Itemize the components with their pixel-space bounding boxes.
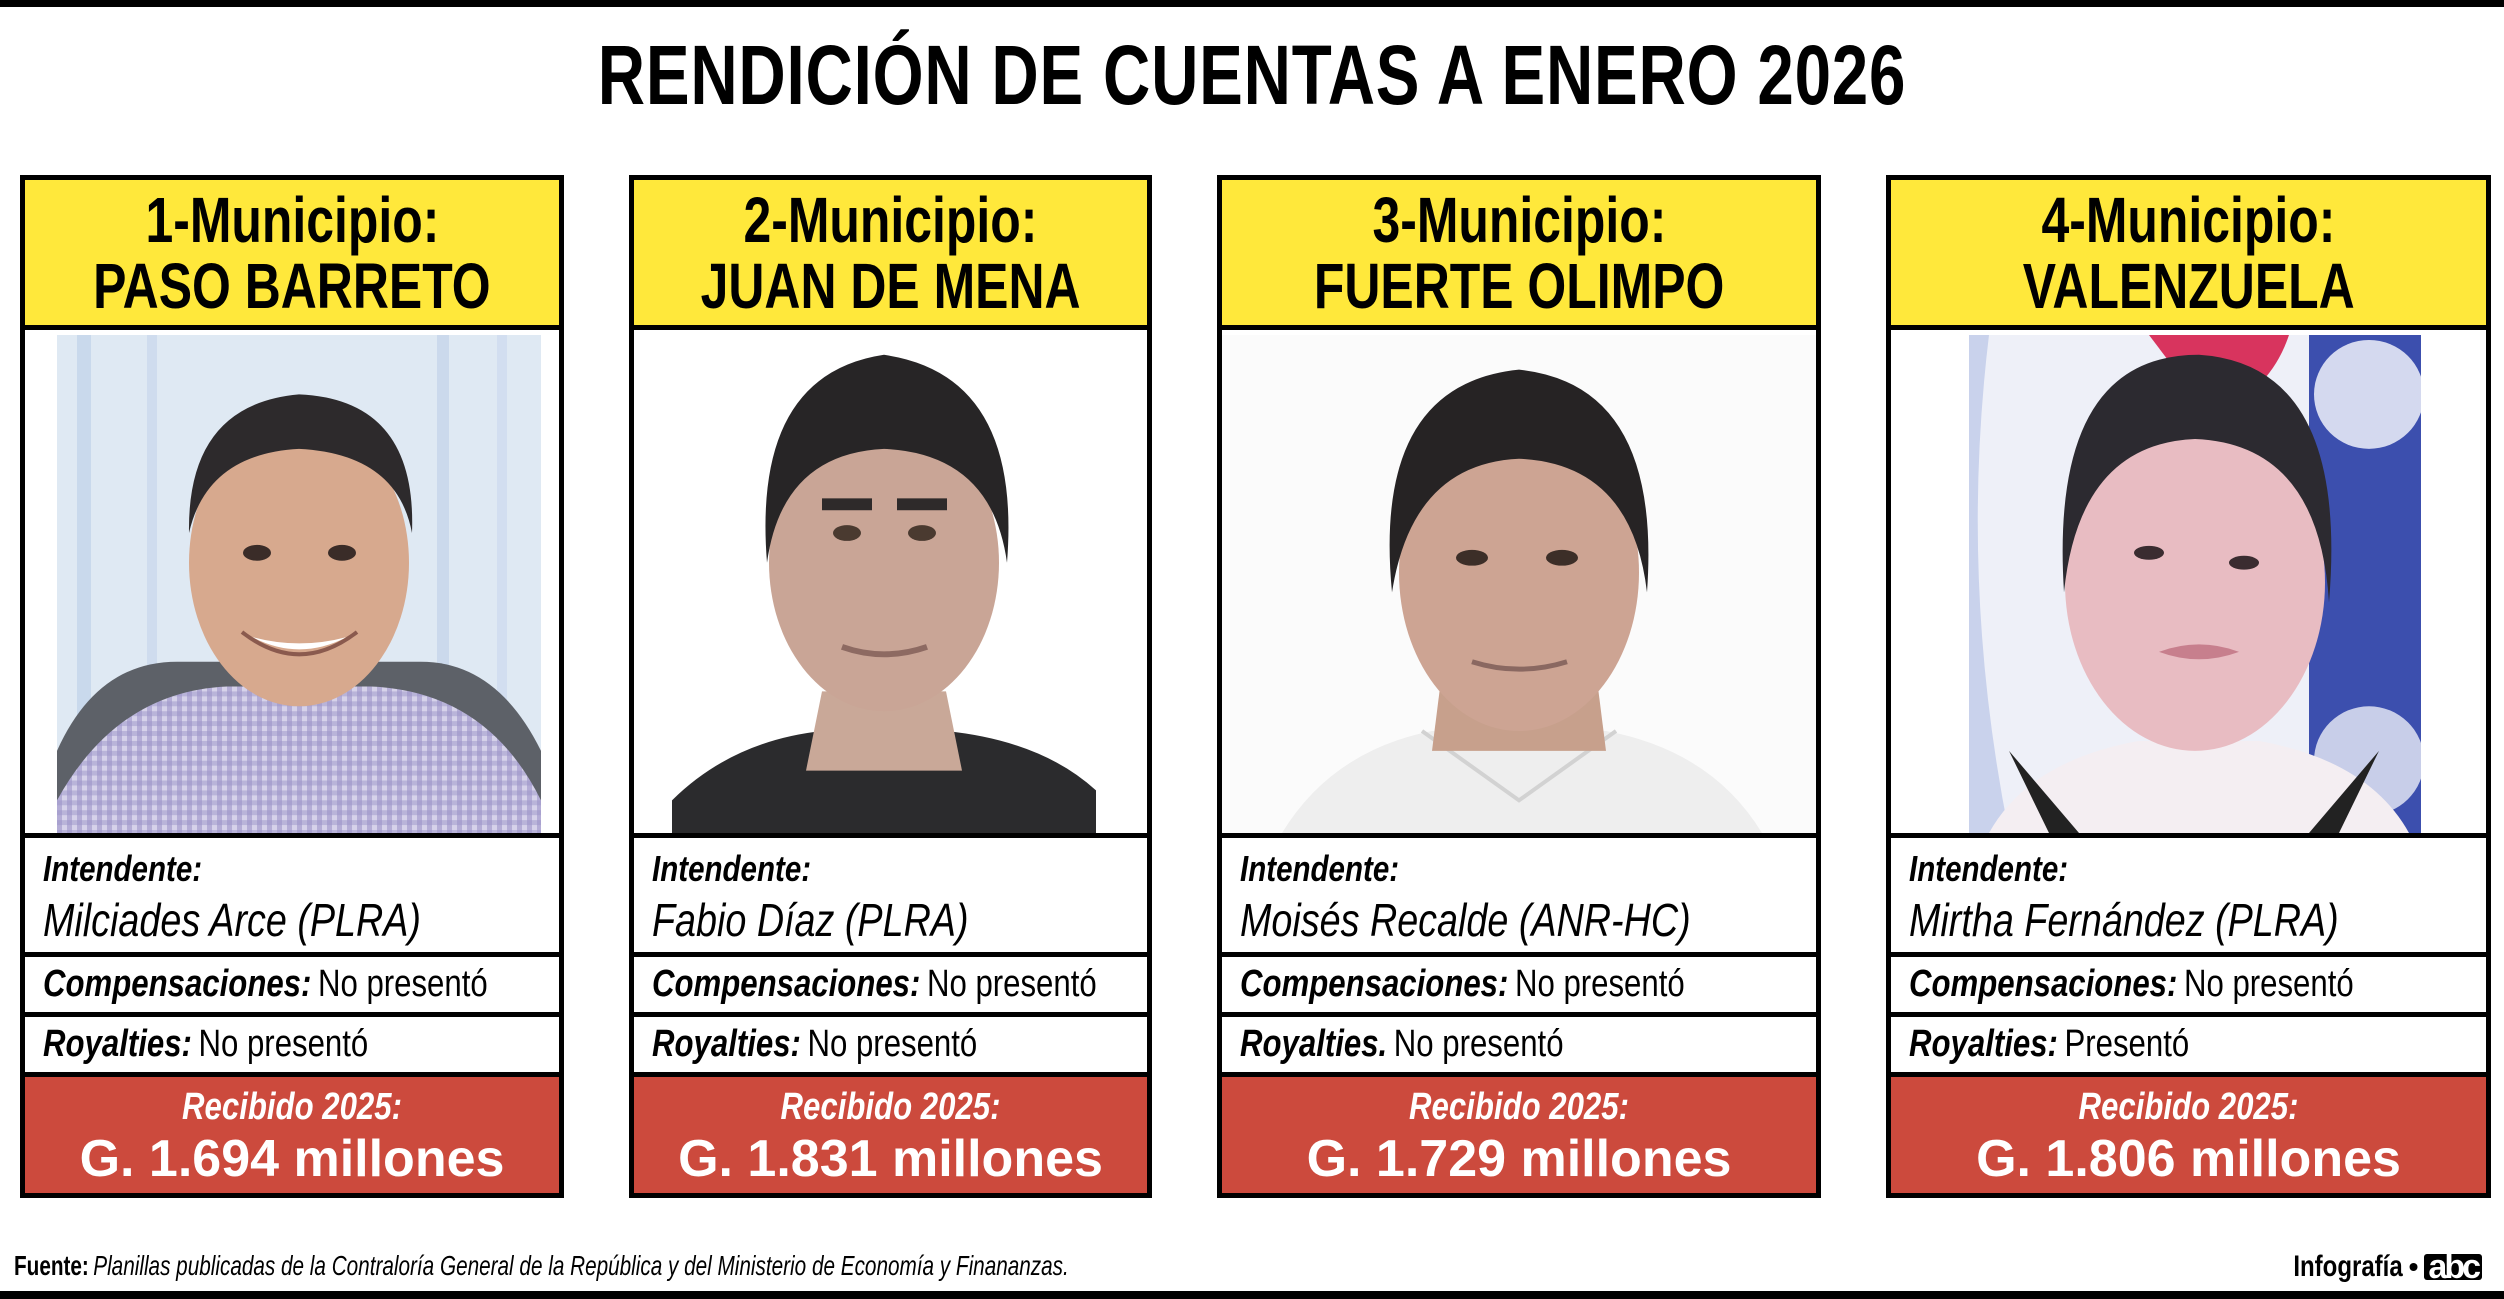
municipio-number-label: 2-Municipio: — [743, 183, 1038, 256]
compensaciones-label: Compensaciones: — [1240, 963, 1509, 1005]
intendente-name: Milciades Arce (PLRA) — [43, 894, 421, 946]
royalties-value: No presentó — [198, 1023, 369, 1065]
compensaciones-value: No presentó — [317, 963, 488, 1005]
received-amount: G. 1.831 millones — [678, 1130, 1103, 1188]
source-text: Planillas publicadas de la Contraloría G… — [93, 1250, 1069, 1281]
royalties-label: Royalties: — [1909, 1023, 2058, 1065]
intendente-section: Intendente: Milciades Arce (PLRA) — [25, 838, 559, 957]
compensaciones-row: Compensaciones: No presentó — [25, 957, 559, 1017]
compensaciones-label: Compensaciones: — [43, 963, 312, 1005]
portrait-man-checkered-shirt-icon — [57, 335, 541, 833]
royalties-label: Royalties. — [1240, 1023, 1388, 1065]
credit-text: Infografía — [2293, 1250, 2403, 1283]
compensaciones-value: No presentó — [2183, 963, 2354, 1005]
source-note: Fuente: Planillas publicadas de la Contra… — [14, 1250, 1069, 1282]
card-header: 3-Municipio: FUERTE OLIMPO — [1222, 180, 1816, 330]
intendente-section: Intendente: Fabio Díaz (PLRA) — [634, 838, 1147, 957]
royalties-label: Royalties: — [652, 1023, 801, 1065]
received-amount-box: Recibido 2025: G. 1.806 millones — [1891, 1077, 2486, 1193]
intendente-label: Intendente: — [1240, 848, 1400, 889]
received-amount: G. 1.694 millones — [79, 1130, 505, 1188]
abc-logo-icon: abc — [2424, 1250, 2482, 1284]
intendente-section: Intendente: Mirtha Fernández (PLRA) — [1891, 838, 2486, 957]
municipio-name: JUAN DE MENA — [700, 249, 1081, 322]
portrait-man-white-shirt-icon — [1222, 335, 1816, 833]
municipio-card-fuerte-olimpo: 3-Municipio: FUERTE OLIMPO Intendente: M… — [1217, 175, 1821, 1198]
intendente-name: Fabio Díaz (PLRA) — [652, 894, 969, 946]
municipio-card-juan-de-mena: 2-Municipio: JUAN DE MENA Intendente: Fa… — [629, 175, 1152, 1198]
bullet-separator-icon: • — [2408, 1251, 2419, 1282]
credit: Infografía • abc — [2266, 1250, 2482, 1284]
card-header: 4-Municipio: VALENZUELA — [1891, 180, 2486, 330]
compensaciones-row: Compensaciones: No presentó — [1222, 957, 1816, 1017]
intendente-name: Moisés Recalde (ANR-HC) — [1240, 894, 1691, 946]
received-amount-box: Recibido 2025: G. 1.831 millones — [634, 1077, 1147, 1193]
intendente-label: Intendente: — [1909, 848, 2069, 889]
received-label: Recibido 2025: — [780, 1086, 1001, 1128]
municipio-card-valenzuela: 4-Municipio: VALENZUELA Intendente: Mirt… — [1886, 175, 2491, 1198]
intendente-photo — [1891, 335, 2486, 838]
compensaciones-row: Compensaciones: No presentó — [1891, 957, 2486, 1017]
received-amount: G. 1.729 millones — [1306, 1130, 1732, 1188]
intendente-photo — [634, 335, 1147, 838]
card-header: 1-Municipio: PASO BARRETO — [25, 180, 559, 330]
bottom-rule — [0, 1291, 2504, 1299]
source-label: Fuente: — [14, 1250, 89, 1281]
royalties-value: No presentó — [807, 1023, 978, 1065]
received-label: Recibido 2025: — [1409, 1086, 1629, 1128]
municipio-name: PASO BARRETO — [93, 249, 491, 322]
compensaciones-label: Compensaciones: — [1909, 963, 2178, 1005]
compensaciones-value: No presentó — [1514, 963, 1685, 1005]
royalties-row: Royalties: Presentó — [1891, 1017, 2486, 1077]
intendente-section: Intendente: Moisés Recalde (ANR-HC) — [1222, 838, 1816, 957]
logo-text: abc — [2428, 1248, 2481, 1286]
page-title: RENDICIÓN DE CUENTAS A ENERO 2026 — [597, 28, 1907, 122]
municipio-number-label: 3-Municipio: — [1372, 183, 1666, 256]
municipio-card-paso-barreto: 1-Municipio: PASO BARRETO — [20, 175, 564, 1198]
compensaciones-label: Compensaciones: — [652, 963, 921, 1005]
municipio-name: FUERTE OLIMPO — [1313, 249, 1725, 322]
intendente-label: Intendente: — [652, 848, 812, 889]
portrait-man-dark-shirt-icon — [672, 335, 1096, 833]
received-label: Recibido 2025: — [182, 1086, 402, 1128]
received-label: Recibido 2025: — [2078, 1086, 2299, 1128]
royalties-value: No presentó — [1393, 1023, 1564, 1065]
compensaciones-row: Compensaciones: No presentó — [634, 957, 1147, 1017]
royalties-row: Royalties: No presentó — [25, 1017, 559, 1077]
received-amount-box: Recibido 2025: G. 1.729 millones — [1222, 1077, 1816, 1193]
received-amount-box: Recibido 2025: G. 1.694 millones — [25, 1077, 559, 1193]
received-amount: G. 1.806 millones — [1976, 1130, 2401, 1188]
intendente-photo — [1222, 335, 1816, 838]
intendente-label: Intendente: — [43, 848, 203, 889]
royalties-row: Royalties. No presentó — [1222, 1017, 1816, 1077]
intendente-name: Mirtha Fernández (PLRA) — [1909, 894, 2339, 946]
royalties-label: Royalties: — [43, 1023, 192, 1065]
royalties-value: Presentó — [2064, 1023, 2190, 1065]
top-rule — [0, 0, 2504, 7]
intendente-photo — [25, 335, 559, 838]
royalties-row: Royalties: No presentó — [634, 1017, 1147, 1077]
portrait-woman-flag-background-icon — [1969, 335, 2421, 833]
municipio-number-label: 4-Municipio: — [2041, 183, 2336, 256]
municipio-number-label: 1-Municipio: — [145, 183, 439, 256]
municipio-name: VALENZUELA — [2022, 249, 2355, 322]
compensaciones-value: No presentó — [926, 963, 1097, 1005]
card-header: 2-Municipio: JUAN DE MENA — [634, 180, 1147, 330]
